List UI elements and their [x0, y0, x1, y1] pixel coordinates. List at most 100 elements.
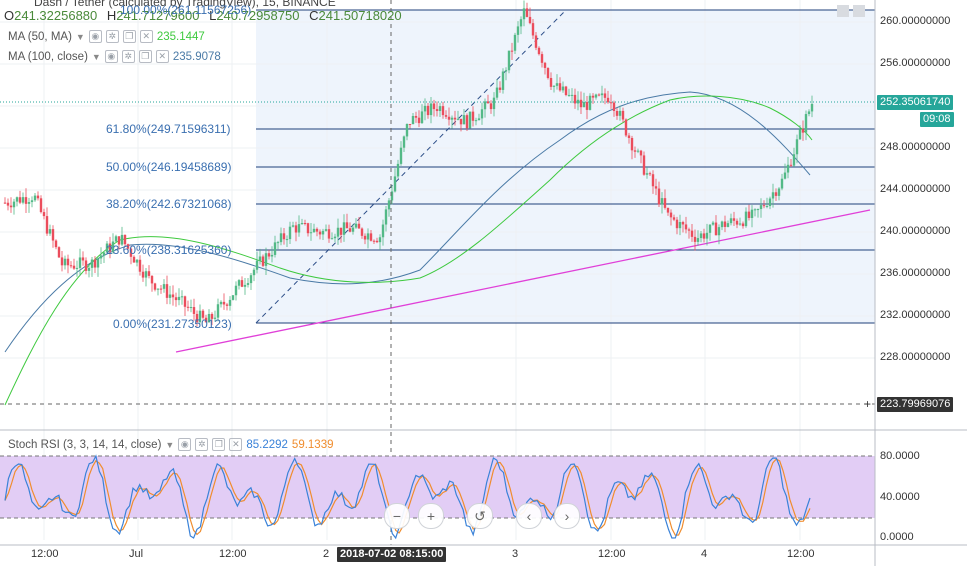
- candle: [777, 188, 781, 196]
- scroll-left-button[interactable]: ‹: [516, 503, 542, 529]
- candle: [393, 176, 397, 192]
- candle: [396, 163, 400, 177]
- candle: [357, 223, 361, 229]
- rsi-axis-label: 0.0000: [880, 531, 914, 543]
- candle: [426, 105, 430, 116]
- candle: [237, 280, 241, 286]
- fib-label-236: 23.60%(238.31625360): [106, 243, 232, 257]
- ma100-legend[interactable]: MA (100, close) ▼ ◉ ✲ ❐ ✕ 235.9078: [8, 50, 221, 63]
- candle: [288, 226, 292, 240]
- candle: [84, 260, 88, 271]
- chevron-down-icon[interactable]: ▼: [75, 31, 85, 42]
- candle: [510, 50, 514, 52]
- candle: [435, 109, 439, 112]
- stoch-rsi-label: Stoch RSI (3, 3, 14, 14, close): [8, 438, 162, 451]
- candle: [543, 62, 547, 68]
- candle: [492, 97, 496, 110]
- candle: [771, 192, 775, 199]
- symbol-title: Dash / Tether (calculated by TradingView…: [34, 0, 336, 9]
- chevron-down-icon[interactable]: ▼: [91, 51, 101, 62]
- gear-icon[interactable]: ✲: [105, 30, 119, 43]
- candle: [255, 260, 259, 270]
- candle: [540, 54, 544, 63]
- candle: [279, 233, 283, 243]
- ma50-legend[interactable]: MA (50, MA) ▼ ◉ ✲ ❐ ✕ 235.1447: [8, 30, 205, 43]
- close-icon[interactable]: ✕: [229, 438, 243, 451]
- scroll-right-button[interactable]: ›: [554, 503, 580, 529]
- candle: [174, 297, 178, 301]
- fib-label-382: 38.20%(242.67321068): [106, 197, 232, 211]
- candle: [669, 212, 673, 218]
- candle: [123, 234, 127, 245]
- candle: [114, 236, 118, 242]
- stoch-rsi-legend[interactable]: Stoch RSI (3, 3, 14, 14, close) ▼ ◉ ✲ ❐ …: [8, 438, 334, 451]
- candle: [735, 220, 739, 225]
- eye-icon[interactable]: ◉: [88, 30, 102, 43]
- candle: [516, 26, 520, 35]
- candle: [369, 233, 373, 241]
- candle: [411, 115, 415, 125]
- candle: [24, 197, 28, 204]
- candle: [459, 118, 463, 125]
- candle: [51, 229, 55, 241]
- fib-trend-line[interactable]: [255, 9, 567, 324]
- candle: [678, 222, 682, 229]
- candle: [345, 222, 349, 229]
- svg-text:+: +: [864, 397, 871, 411]
- candle: [30, 200, 34, 203]
- close-icon[interactable]: ✕: [139, 30, 153, 43]
- copy-icon[interactable]: ❐: [212, 438, 226, 451]
- rsi-axis-label: 80.0000: [880, 450, 920, 462]
- candle: [429, 103, 433, 116]
- pane-up-button[interactable]: [837, 5, 849, 17]
- candle: [474, 120, 478, 122]
- candle: [471, 111, 475, 121]
- candle: [606, 97, 610, 103]
- candle: [36, 195, 40, 199]
- candle: [348, 228, 352, 232]
- zoom-out-button[interactable]: −: [384, 503, 410, 529]
- candle: [642, 155, 646, 175]
- gear-icon[interactable]: ✲: [121, 50, 135, 63]
- candle: [285, 239, 289, 241]
- price-axis-label: 260.00000000: [880, 15, 951, 27]
- copy-icon[interactable]: ❐: [138, 50, 152, 63]
- candle: [789, 164, 793, 166]
- candle: [198, 310, 202, 323]
- candle: [12, 201, 16, 208]
- close-label: C: [309, 8, 319, 23]
- crosshair-price-tag: 223.79969076: [877, 397, 954, 412]
- support-trendline[interactable]: [175, 209, 871, 353]
- candle: [627, 135, 631, 138]
- eye-icon[interactable]: ◉: [178, 438, 192, 451]
- pane-maximize-button[interactable]: [853, 5, 865, 17]
- candle: [597, 94, 601, 96]
- candle: [603, 93, 607, 98]
- candle: [312, 228, 316, 233]
- eye-icon[interactable]: ◉: [104, 50, 118, 63]
- candle: [537, 47, 541, 55]
- candle: [150, 275, 154, 284]
- close-icon[interactable]: ✕: [155, 50, 169, 63]
- fib-label-0: 0.00%(231.27350123): [113, 317, 232, 331]
- candle: [615, 111, 619, 116]
- candle: [480, 109, 484, 119]
- candle: [21, 197, 25, 203]
- price-axis-label: 228.00000000: [880, 351, 951, 363]
- candle: [738, 223, 742, 225]
- candle: [309, 232, 313, 234]
- candle: [708, 224, 712, 233]
- candle: [9, 205, 13, 208]
- reset-chart-button[interactable]: ↺: [467, 503, 493, 529]
- candle: [195, 313, 199, 323]
- copy-icon[interactable]: ❐: [122, 30, 136, 43]
- zoom-in-button[interactable]: +: [418, 503, 444, 529]
- gear-icon[interactable]: ✲: [195, 438, 209, 451]
- candle: [63, 258, 67, 266]
- candle: [162, 284, 166, 289]
- candle: [693, 236, 697, 242]
- candle: [441, 106, 445, 116]
- crosshair-time-tag: 2018-07-02 08:15:00: [337, 547, 447, 562]
- chevron-down-icon[interactable]: ▼: [165, 439, 175, 450]
